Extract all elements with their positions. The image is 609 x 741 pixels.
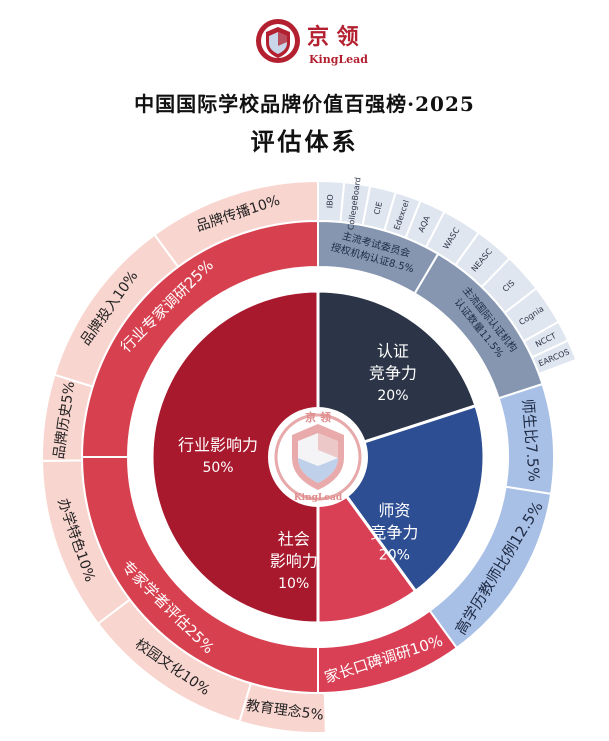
middle-ring — [80, 219, 555, 695]
evaluation-sunburst-chart: 认证竞争力20%师资竞争力20%社会影响力10%行业影响力50%主流考试委员会授… — [41, 177, 578, 734]
center-logo-en: KingLead — [294, 493, 343, 503]
inner-label-1-0: 师资 — [378, 501, 410, 520]
center-logo: 京 领 KingLead — [268, 407, 368, 507]
inner-slice-0 — [316, 289, 478, 460]
middle-slice-6 — [80, 219, 319, 458]
kinglead-shield-icon — [256, 19, 300, 63]
brand-logo: 京 领 KingLead — [256, 19, 368, 66]
inner-label-2-1: 影响力 — [270, 552, 318, 571]
inner-label-0-0: 认证 — [377, 341, 409, 360]
inner-label-1-2: 20% — [379, 547, 410, 563]
inner-label-2-2: 10% — [278, 576, 309, 592]
inner-slice-3 — [150, 289, 320, 625]
brand-name-en: KingLead — [309, 53, 368, 66]
outer-label-0: IBO — [325, 194, 335, 208]
report-title: 中国国际学校品牌价值百强榜·2025 — [134, 92, 475, 116]
center-logo-cn: 京 领 — [305, 410, 331, 424]
inner-label-0-1: 竞争力 — [369, 363, 417, 382]
center-shield-icon — [292, 424, 344, 490]
inner-label-2-0: 社会 — [278, 530, 310, 549]
outer-label-2: CIE — [372, 201, 384, 216]
brand-name-cn: 京 领 — [307, 24, 359, 50]
report-subtitle: 评估体系 — [250, 127, 359, 156]
inner-label-3-1: 50% — [202, 460, 233, 476]
inner-label-3-0: 行业影响力 — [178, 436, 258, 455]
outer-ring — [41, 179, 578, 734]
inner-label-1-1: 竞争力 — [370, 523, 418, 542]
inner-label-0-2: 20% — [377, 388, 408, 404]
